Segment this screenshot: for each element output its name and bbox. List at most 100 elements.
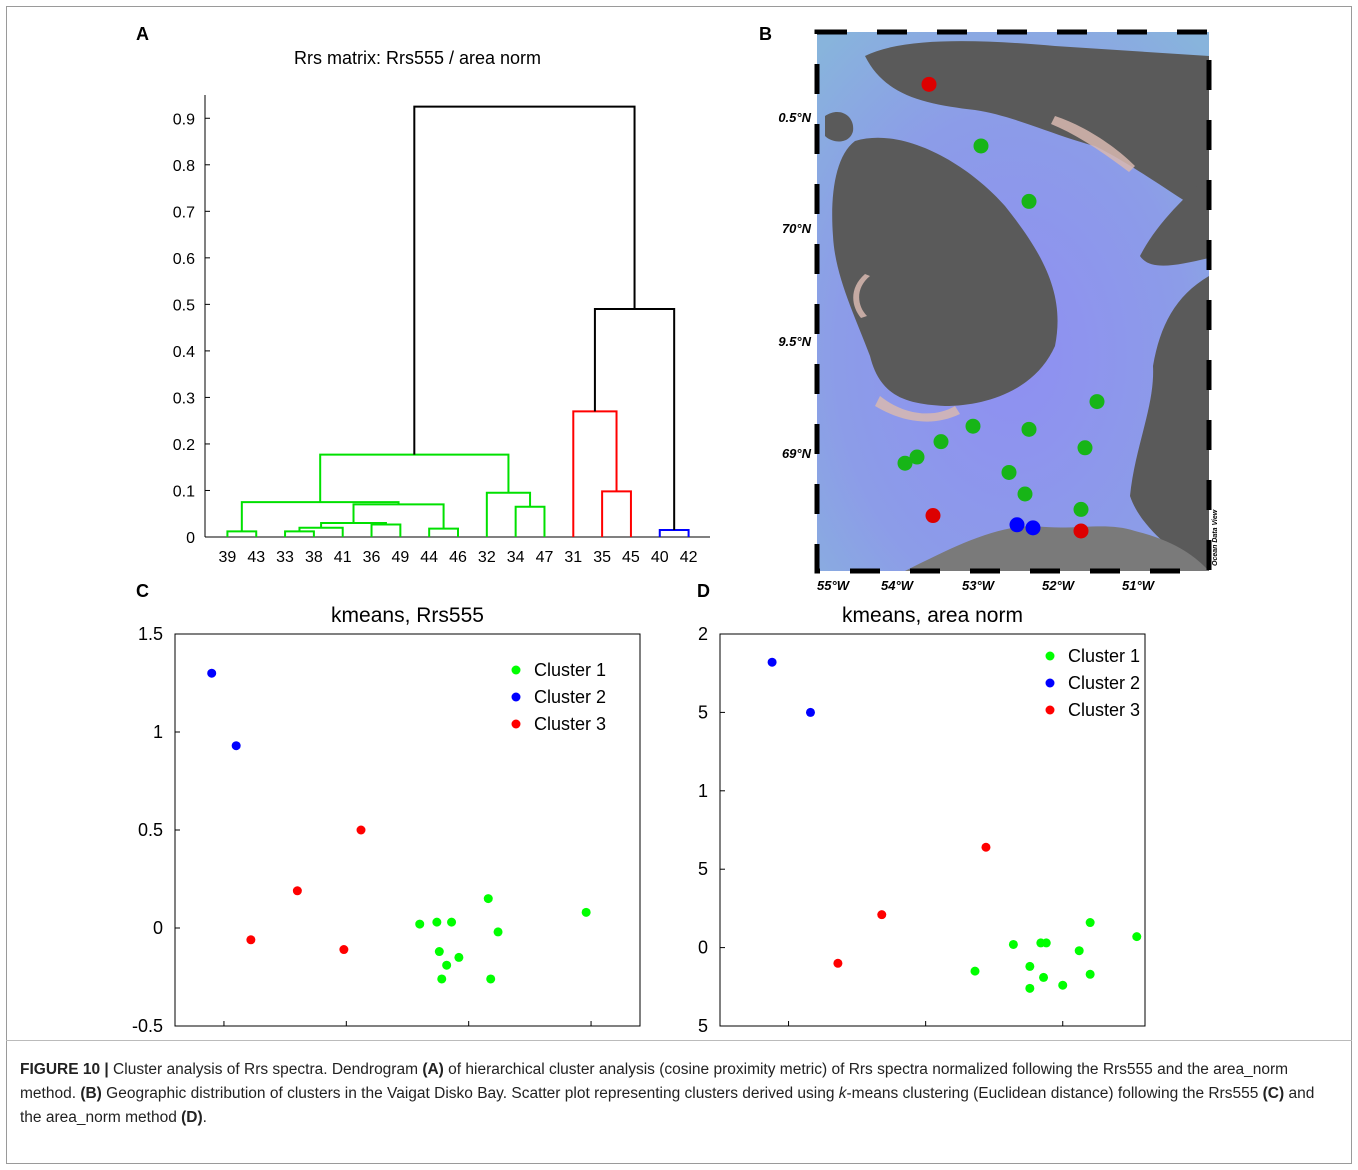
longitude-label: 51°W — [1122, 578, 1156, 593]
station-marker — [1017, 486, 1033, 502]
caption-text: of hierarchical cluster analysis (cosine… — [20, 1061, 1289, 1102]
y-tick-label: 0 — [153, 918, 163, 938]
map-land-east — [1130, 276, 1209, 571]
y-tick-label: 0.6 — [173, 251, 195, 268]
leaf-label: 42 — [680, 549, 698, 566]
legend-marker — [1045, 705, 1055, 715]
data-point — [805, 707, 815, 717]
y-tick-label: 1.5 — [138, 624, 163, 644]
latitude-label: 70°N — [782, 221, 812, 236]
leaf-label: 44 — [420, 549, 438, 566]
data-point — [434, 947, 444, 957]
data-point — [767, 657, 777, 667]
caption-text: Cluster analysis of Rrs spectra. Dendrog… — [108, 1061, 423, 1078]
station-marker — [1077, 440, 1093, 456]
leaf-label: 34 — [507, 549, 525, 566]
station-marker — [925, 508, 941, 524]
data-point — [1025, 983, 1035, 993]
y-tick-label: 0.1 — [173, 483, 195, 500]
dendrogram-link — [601, 490, 632, 537]
station-marker — [1025, 520, 1041, 536]
dendrogram-chart: Rrs matrix: Rrs555 / area norm 0 0.1 0.2 0.3… — [173, 48, 710, 566]
map-shoals — [853, 116, 1135, 422]
figure-caption: FIGURE 10 | Cluster analysis of Rrs spec… — [20, 1058, 1340, 1130]
longitude-label: 53°W — [962, 578, 996, 593]
station-marker — [1089, 394, 1105, 410]
y-tick-label: 1 — [698, 781, 708, 801]
chart-title: Rrs matrix: Rrs555 / area norm — [294, 48, 541, 68]
legend-marker — [1045, 651, 1055, 661]
longitude-label: 54°W — [881, 578, 915, 593]
leaf-label: 38 — [305, 549, 323, 566]
data-point — [1008, 939, 1018, 949]
station-marker — [1073, 523, 1089, 539]
longitude-label: 52°W — [1042, 578, 1076, 593]
data-point — [447, 917, 457, 927]
dendrogram-link — [226, 530, 258, 537]
leaf-label: 35 — [593, 549, 611, 566]
data-point — [1085, 969, 1095, 979]
map-land-islet — [825, 111, 854, 142]
station-marker — [933, 434, 949, 450]
data-point — [483, 894, 493, 904]
dendrogram-link — [370, 523, 402, 537]
station-marker — [973, 138, 989, 154]
data-point — [970, 966, 980, 976]
panel-letter-c: C — [136, 581, 149, 601]
latitude-label: 69°N — [782, 446, 812, 461]
station-map: 0.5°N 70°N 9.5°N 69°N 55°W 54°W 53°W 52°W 51°W O… — [778, 29, 1219, 593]
caption-ref-d: (D) — [181, 1109, 203, 1126]
caption-text: and the area_norm method — [20, 1085, 1315, 1126]
dendrogram-link — [319, 453, 510, 503]
data-point — [981, 842, 991, 852]
legend-label: Cluster 1 — [1068, 646, 1140, 666]
dendrogram-link — [413, 105, 636, 455]
data-point — [415, 919, 425, 929]
legend-marker — [511, 665, 521, 675]
leaf-label: 39 — [219, 549, 237, 566]
station-marker — [1021, 193, 1037, 209]
chart-title: kmeans, Rrs555 — [331, 604, 484, 627]
y-tick-label: 0.2 — [173, 437, 195, 454]
dendrogram-link — [658, 529, 690, 537]
data-point — [454, 952, 464, 962]
data-point — [231, 741, 241, 751]
data-point — [1058, 980, 1068, 990]
y-tick-label: 0.7 — [173, 204, 195, 221]
y-tick-label: 2 — [698, 624, 708, 644]
latitude-label: 0.5°N — [778, 110, 811, 125]
leaf-label: 40 — [651, 549, 669, 566]
panel-letter-a: A — [136, 24, 149, 44]
data-point — [877, 910, 887, 920]
data-point — [1025, 961, 1035, 971]
data-point — [1041, 938, 1051, 948]
data-point — [581, 907, 591, 917]
data-point — [356, 825, 366, 835]
dendrogram-link — [514, 505, 546, 537]
y-tick-label: 5 — [698, 1016, 708, 1036]
y-tick-label: 0.8 — [173, 158, 195, 175]
data-point — [1039, 972, 1049, 982]
caption-ref-a: (A) — [422, 1061, 444, 1078]
y-tick-label: 0.5 — [138, 820, 163, 840]
data-point — [833, 958, 843, 968]
y-tick-label: 5 — [698, 702, 708, 722]
leaf-label: 31 — [564, 549, 582, 566]
figure-frame — [6, 6, 1352, 1164]
station-marker — [965, 418, 981, 434]
leaf-label: 32 — [478, 549, 496, 566]
legend-marker — [1045, 678, 1055, 688]
dendrogram-link — [593, 308, 676, 531]
station-marker — [1021, 421, 1037, 437]
plot-frame — [719, 633, 1146, 1027]
legend-label: Cluster 3 — [534, 714, 606, 734]
leaf-label: 45 — [622, 549, 640, 566]
legend-label: Cluster 2 — [534, 687, 606, 707]
legend-label: Cluster 1 — [534, 660, 606, 680]
dendrogram-link — [284, 530, 315, 537]
caption-ref-c: (C) — [1262, 1085, 1285, 1102]
panel-letter-b: B — [759, 24, 772, 44]
data-point — [493, 927, 503, 937]
y-tick-label: 0 — [186, 530, 195, 547]
y-tick-label: 0.3 — [173, 390, 195, 407]
